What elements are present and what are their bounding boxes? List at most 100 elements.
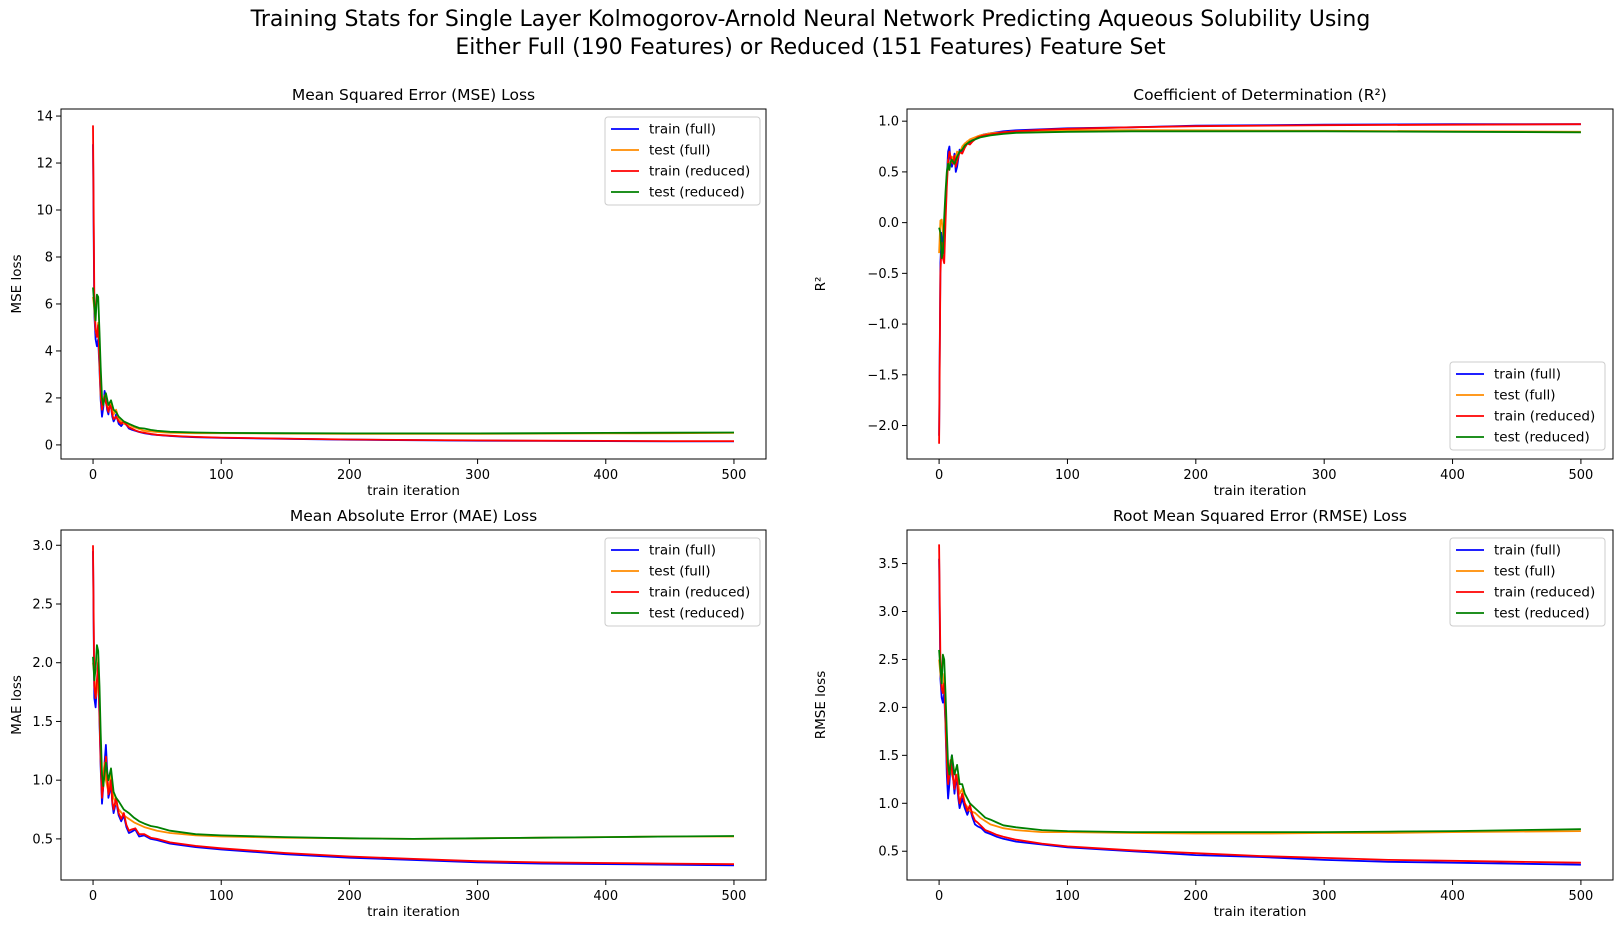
series-line-train-reduced [92,545,735,865]
x-tick-label: 500 [722,889,747,904]
chart-panel-3: 0 100 200 300 400 500 0.5 1.0 1.5 2.0 2.5 3.0 Mean A… [9,507,767,920]
legend-label-train-full: train (full) [1494,543,1561,559]
legend-label-test-full: test (full) [649,564,711,580]
y-tick-label: −0.5 [867,267,899,282]
y-tick-label: 2.0 [32,656,53,671]
x-tick-label: 0 [935,889,943,904]
chart-panel-2: 0 100 200 300 400 500 −2.0 −1.5 −1.0 −0.5 0.0 0.5 1.… [813,86,1614,499]
series-line-test-full [938,129,1581,254]
y-tick-label: 2.5 [32,597,53,612]
series-line-train-reduced [938,544,1581,864]
axes-frame [60,108,767,460]
y-tick-label: 2.0 [878,701,899,716]
legend-label-train-reduced: train (reduced) [649,164,750,180]
x-tick-label: 300 [1312,889,1337,904]
y-tick-label: 3.5 [878,557,899,572]
legend-box [1449,537,1606,627]
legend-label-test-full: test (full) [1494,388,1556,404]
series-line-test-full [92,296,735,435]
y-tick-label: 2 [45,391,53,406]
y-tick-label: −1.5 [867,368,899,383]
y-tick-label: 4 [45,344,53,359]
x-tick-label: 0 [89,468,97,483]
legend: train (full) test (full) train (reduced) te… [1449,537,1606,627]
y-tick-label: 1.0 [878,115,899,130]
x-tick-label: 400 [593,889,618,904]
chart-title: Mean Squared Error (MSE) Loss [292,86,535,104]
x-tick-label: 500 [722,468,747,483]
x-tick-label: 200 [337,468,362,483]
figure-title-line-2: Either Full (190 Features) or Reduced (1… [455,35,1166,60]
y-tick-label: 3.0 [878,605,899,620]
y-tick-label: 1.5 [32,715,53,730]
chart-panel-1: 0 100 200 300 400 500 0 2 4 6 8 10 12 14 Mean Squared … [9,86,767,499]
y-tick-label: 2.5 [878,653,899,668]
legend: train (full) test (full) train (reduced) te… [604,537,761,627]
axes-frame [906,108,1614,460]
y-tick-label: 14 [36,110,53,125]
series-line-test-reduced [92,644,735,840]
x-tick-label: 300 [465,889,490,904]
chart-title: Mean Absolute Error (MAE) Loss [290,507,537,525]
series-line-test-reduced [938,130,1581,259]
x-tick-label: 500 [1568,889,1593,904]
legend-label-test-full: test (full) [649,143,711,159]
legend-box [604,537,761,627]
x-axis-label: train iteration [1214,904,1307,920]
axes-frame [60,529,767,881]
legend-label-train-reduced: train (reduced) [1494,409,1595,425]
y-tick-label: 10 [36,204,53,219]
legend-label-train-full: train (full) [1494,367,1561,383]
y-tick-label: 0.0 [878,216,899,231]
series-line-test-full [938,659,1581,835]
y-tick-label: −1.0 [867,318,899,333]
x-tick-label: 0 [89,889,97,904]
y-tick-label: 3.0 [32,539,53,554]
y-tick-label: −2.0 [867,419,899,434]
y-tick-label: 1.0 [32,774,53,789]
y-tick-label: 1.0 [878,797,899,812]
x-tick-label: 400 [1440,889,1465,904]
legend-label-test-reduced: test (reduced) [1494,606,1590,622]
x-tick-label: 100 [1055,468,1080,483]
y-tick-label: 6 [45,297,53,312]
y-axis-label: RMSE loss [813,671,829,740]
y-tick-label: 0.5 [878,165,899,180]
figure-title-line-1: Training Stats for Single Layer Kolmogor… [250,7,1371,32]
legend-label-test-reduced: test (reduced) [649,185,745,201]
x-tick-label: 300 [1312,468,1337,483]
series-line-test-reduced [938,649,1581,833]
x-axis-label: train iteration [367,904,460,920]
legend: train (full) test (full) train (reduced) te… [1449,361,1606,451]
x-tick-label: 100 [209,468,234,483]
legend-label-train-reduced: train (reduced) [1494,585,1595,601]
y-tick-label: 8 [45,250,53,265]
y-tick-label: 12 [36,157,53,172]
x-tick-label: 300 [465,468,490,483]
series-line-train-full [938,558,1581,866]
y-axis-label: MAE loss [9,675,25,735]
legend: train (full) test (full) train (reduced) te… [604,116,761,206]
series-line-test-reduced [92,287,735,435]
legend-label-test-reduced: test (reduced) [1494,430,1590,446]
legend-label-train-full: train (full) [649,122,716,138]
x-tick-label: 400 [593,468,618,483]
y-axis-label: MSE loss [9,254,25,313]
legend-label-train-reduced: train (reduced) [649,585,750,601]
chart-title: Root Mean Squared Error (RMSE) Loss [1113,507,1407,525]
x-axis-label: train iteration [1214,483,1307,499]
x-tick-label: 0 [935,468,943,483]
y-tick-label: 0.5 [32,832,53,847]
y-axis-label: R² [813,277,829,292]
x-tick-label: 100 [209,889,234,904]
x-tick-label: 400 [1440,468,1465,483]
y-tick-label: 1.5 [878,749,899,764]
legend-label-train-full: train (full) [649,543,716,559]
legend-box [1449,361,1606,451]
legend-box [604,116,761,206]
chart-panel-4: 0 100 200 300 400 500 0.5 1.0 1.5 2.0 2.5 3.0 3.5 Roo… [813,507,1614,920]
x-tick-label: 200 [1183,468,1208,483]
legend-label-test-full: test (full) [1494,564,1556,580]
x-tick-label: 500 [1568,468,1593,483]
